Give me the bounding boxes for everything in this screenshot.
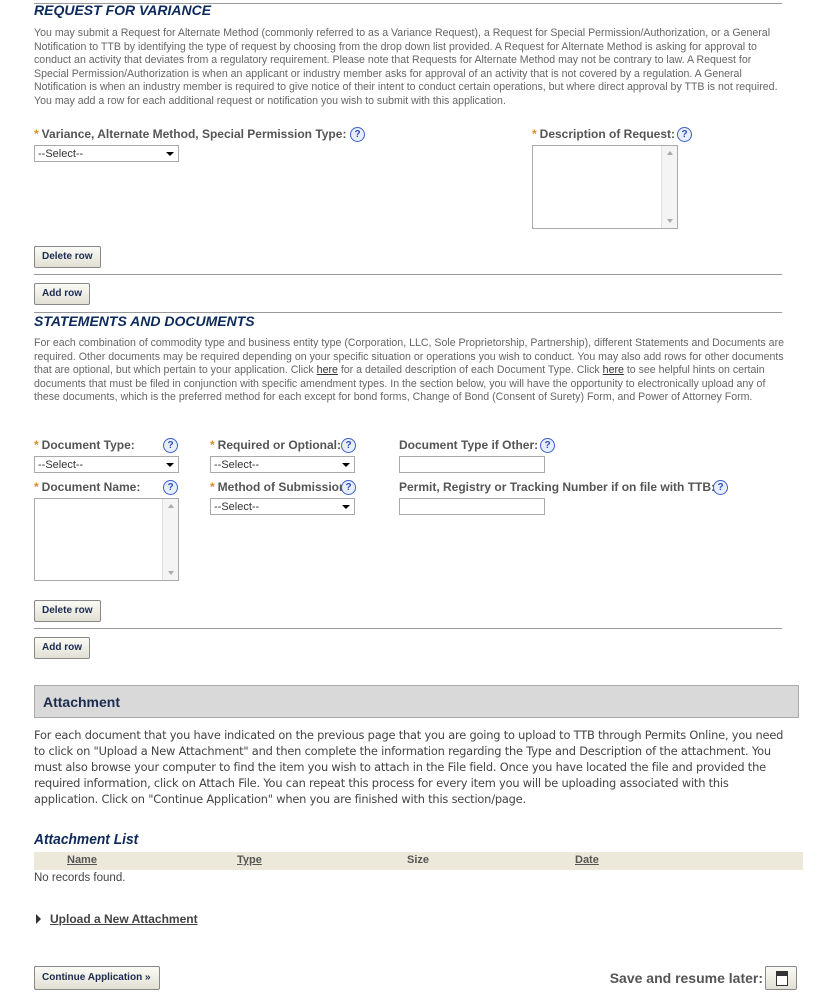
caret-right-icon	[36, 914, 41, 924]
document-name-textarea[interactable]	[34, 498, 179, 581]
document-type-other-label: Document Type if Other:	[399, 438, 539, 452]
document-type-label: * Document Type:	[34, 438, 135, 452]
attachment-header-title: Attachment	[43, 694, 121, 710]
variance-type-select[interactable]: --Select--	[34, 145, 179, 162]
add-row-button[interactable]: Add row	[34, 637, 90, 659]
column-header-type[interactable]: Type	[237, 854, 262, 866]
chevron-down-icon	[342, 505, 350, 509]
help-icon[interactable]: ?	[713, 480, 728, 495]
scrollbar[interactable]	[661, 146, 677, 228]
add-row-button[interactable]: Add row	[34, 283, 90, 305]
save-icon	[776, 971, 788, 986]
divider	[34, 628, 782, 629]
chevron-down-icon	[166, 463, 174, 467]
help-icon[interactable]: ?	[341, 438, 356, 453]
statements-title: STATEMENTS AND DOCUMENTS	[34, 313, 255, 329]
chevron-down-icon	[166, 152, 174, 156]
column-header-size: Size	[407, 854, 430, 866]
empty-message: No records found.	[34, 872, 126, 884]
scrollbar[interactable]	[162, 499, 178, 580]
variance-type-label: * Variance, Alternate Method, Special Per…	[34, 127, 347, 141]
help-icon[interactable]: ?	[163, 480, 178, 495]
description-label: * Description of Request:	[532, 127, 676, 141]
help-icon[interactable]: ?	[350, 127, 365, 142]
delete-row-button[interactable]: Delete row	[34, 246, 101, 268]
document-type-select[interactable]: --Select--	[34, 456, 179, 473]
chevron-down-icon	[342, 463, 350, 467]
save-resume-label: Save and resume later:	[609, 970, 763, 986]
description-textarea[interactable]	[532, 145, 678, 229]
divider	[34, 312, 782, 313]
column-header-date[interactable]: Date	[575, 854, 599, 866]
hints-link[interactable]: here	[602, 364, 624, 377]
method-of-submission-label: * Method of Submission:	[210, 480, 351, 494]
method-of-submission-select[interactable]: --Select--	[210, 498, 355, 515]
attachment-list-title: Attachment List	[34, 831, 139, 848]
required-optional-select[interactable]: --Select--	[210, 456, 355, 473]
help-icon[interactable]: ?	[163, 438, 178, 453]
variance-title: REQUEST FOR VARIANCE	[34, 2, 212, 18]
document-type-link[interactable]: here	[316, 364, 338, 377]
delete-row-button[interactable]: Delete row	[34, 600, 101, 622]
divider	[34, 3, 782, 4]
document-type-other-input[interactable]	[399, 456, 545, 473]
permit-number-label: Permit, Registry or Tracking Number if o…	[399, 480, 716, 494]
attachment-description: For each document that you have indicate…	[34, 728, 784, 806]
statements-description: For each combination of commodity type a…	[34, 337, 784, 404]
divider	[34, 274, 782, 275]
attachment-table-header	[34, 852, 803, 870]
document-name-label: * Document Name:	[34, 480, 141, 494]
required-optional-label: * Required or Optional:	[210, 438, 342, 452]
help-icon[interactable]: ?	[677, 127, 692, 142]
help-icon[interactable]: ?	[540, 438, 555, 453]
attachment-header: Attachment	[34, 685, 799, 718]
save-button[interactable]	[765, 966, 797, 990]
upload-attachment-link[interactable]: Upload a New Attachment	[50, 912, 198, 926]
variance-description: You may submit a Request for Alternate M…	[34, 27, 778, 107]
column-header-name[interactable]: Name	[67, 854, 97, 866]
continue-application-button[interactable]: Continue Application »	[34, 966, 160, 990]
help-icon[interactable]: ?	[341, 480, 356, 495]
permit-number-input[interactable]	[399, 498, 545, 515]
